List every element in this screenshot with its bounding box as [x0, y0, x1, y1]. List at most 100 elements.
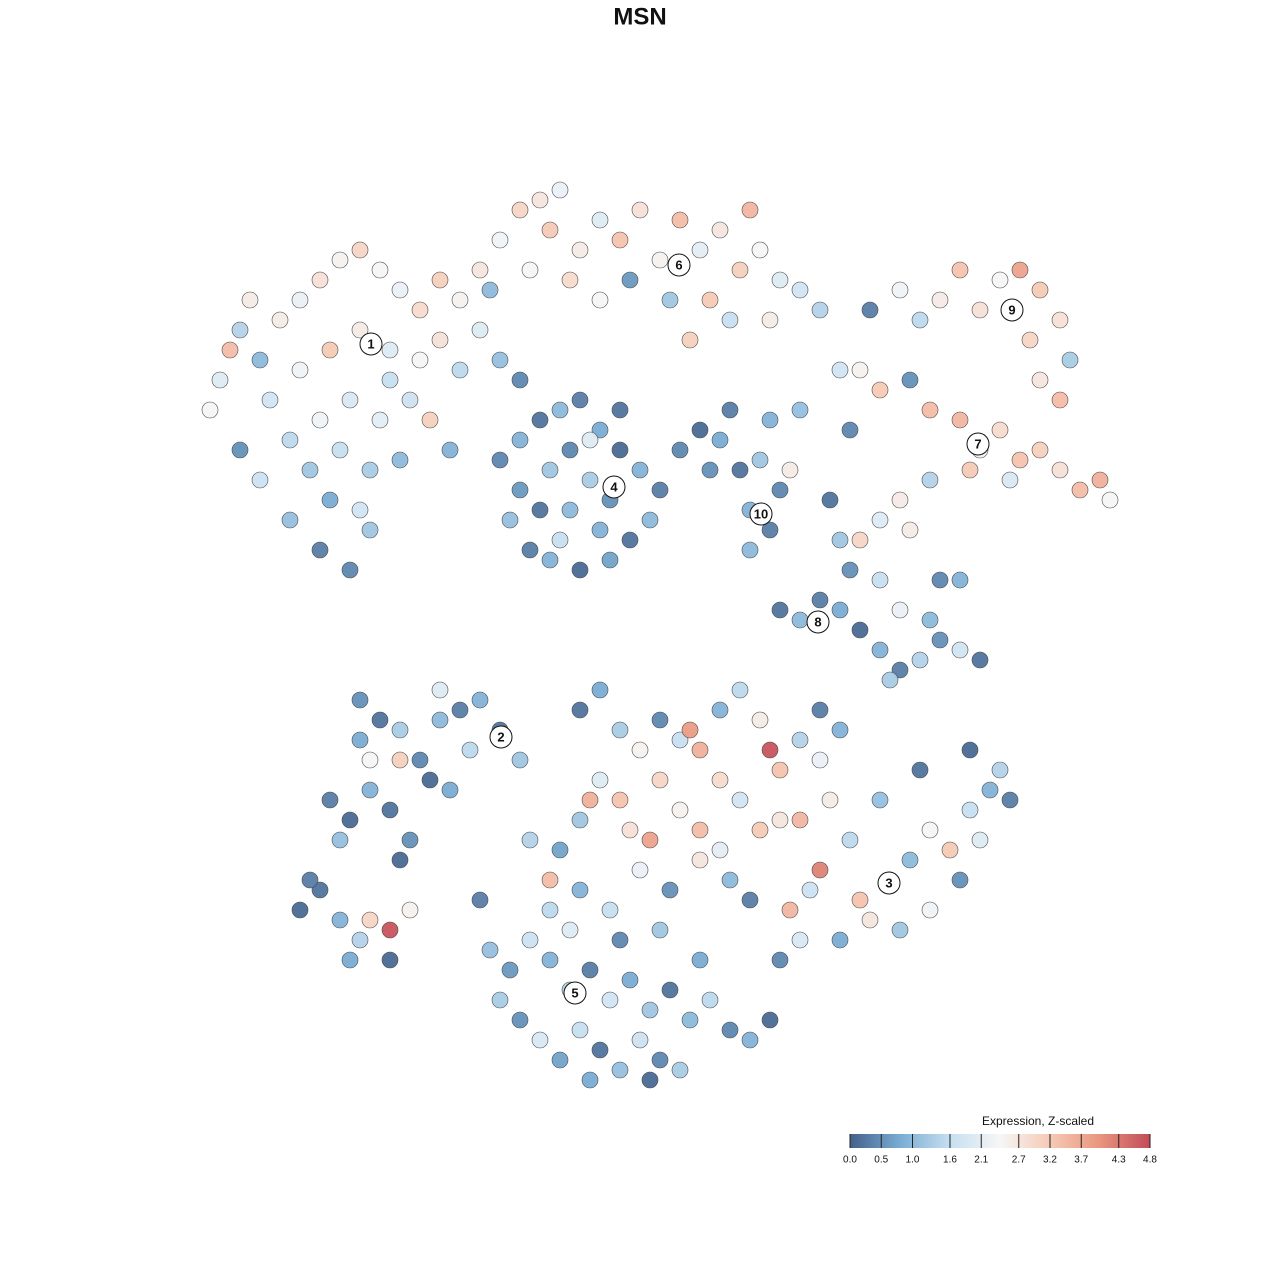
cell-point	[421, 771, 439, 789]
cell-point	[591, 291, 609, 309]
cell-point	[831, 601, 849, 619]
cell-point	[351, 321, 369, 339]
cell-point	[221, 341, 239, 359]
cell-point	[331, 911, 349, 929]
cell-point	[671, 1061, 689, 1079]
cell-point	[891, 661, 909, 679]
cell-point	[341, 391, 359, 409]
cell-point	[861, 911, 879, 929]
cell-point	[991, 271, 1009, 289]
cell-point	[361, 911, 379, 929]
cell-point	[621, 971, 639, 989]
cell-point	[691, 951, 709, 969]
cell-point	[311, 881, 329, 899]
cell-point	[551, 841, 569, 859]
cell-point	[691, 851, 709, 869]
cell-point	[331, 441, 349, 459]
cell-point	[601, 991, 619, 1009]
cell-point	[731, 461, 749, 479]
cell-point	[731, 261, 749, 279]
cluster-label-badge	[667, 253, 691, 277]
cell-point	[681, 331, 699, 349]
cluster-labels: 1 2 3 4 5 6 7 8 9 10	[359, 253, 1024, 1005]
cell-point	[361, 751, 379, 769]
cluster-label-badge	[359, 332, 383, 356]
cell-point	[1031, 441, 1049, 459]
cell-point	[741, 891, 759, 909]
cell-point	[391, 851, 409, 869]
cell-point	[791, 281, 809, 299]
cell-point	[891, 281, 909, 299]
cell-point	[631, 461, 649, 479]
cell-point	[851, 361, 869, 379]
cell-point	[501, 511, 519, 529]
cell-point	[611, 401, 629, 419]
cell-point	[531, 1031, 549, 1049]
cell-point	[681, 1011, 699, 1029]
cell-point	[721, 311, 739, 329]
cell-point	[361, 461, 379, 479]
cell-point	[251, 471, 269, 489]
cell-point	[921, 821, 939, 839]
cell-point	[961, 741, 979, 759]
cell-point	[1101, 491, 1119, 509]
cell-point	[381, 951, 399, 969]
cell-point	[391, 451, 409, 469]
cell-point	[741, 541, 759, 559]
cluster-label: 7	[974, 436, 981, 451]
cell-point	[601, 901, 619, 919]
cell-point	[691, 241, 709, 259]
cluster-label-badge	[749, 502, 773, 526]
cell-point	[201, 401, 219, 419]
cell-point	[831, 361, 849, 379]
cell-point	[381, 921, 399, 939]
cell-point	[471, 891, 489, 909]
cell-point	[751, 451, 769, 469]
cell-point	[891, 491, 909, 509]
cell-point	[731, 681, 749, 699]
cell-point	[561, 921, 579, 939]
cell-point	[991, 761, 1009, 779]
cell-point	[511, 751, 529, 769]
cell-point	[351, 931, 369, 949]
cell-point	[941, 841, 959, 859]
cell-point	[571, 391, 589, 409]
cell-point	[531, 191, 549, 209]
cell-point	[791, 731, 809, 749]
cell-point	[691, 821, 709, 839]
cell-point	[551, 1051, 569, 1069]
cell-point	[951, 261, 969, 279]
cell-point	[831, 531, 849, 549]
cell-point	[751, 241, 769, 259]
cell-point	[1001, 791, 1019, 809]
cell-point	[471, 321, 489, 339]
cell-point	[381, 801, 399, 819]
cell-point	[601, 551, 619, 569]
cell-point	[371, 411, 389, 429]
cell-point	[581, 1071, 599, 1089]
cell-point	[671, 211, 689, 229]
cell-point	[771, 761, 789, 779]
cell-point	[701, 991, 719, 1009]
cell-point	[311, 541, 329, 559]
cell-point	[511, 481, 529, 499]
cell-point	[351, 691, 369, 709]
cell-point	[491, 451, 509, 469]
cell-point	[631, 741, 649, 759]
cell-point	[921, 611, 939, 629]
cell-point	[341, 811, 359, 829]
cell-point	[891, 921, 909, 939]
cell-point	[401, 901, 419, 919]
cell-point	[711, 431, 729, 449]
cell-point	[671, 441, 689, 459]
cell-point	[511, 1011, 529, 1029]
cell-point	[411, 351, 429, 369]
cluster-label-badge	[602, 475, 626, 499]
colorbar-tick-label: 4.3	[1112, 1155, 1126, 1166]
cell-point	[291, 901, 309, 919]
cell-point	[711, 771, 729, 789]
cluster-label-badge	[877, 871, 901, 895]
cell-point	[391, 721, 409, 739]
cell-point	[351, 501, 369, 519]
